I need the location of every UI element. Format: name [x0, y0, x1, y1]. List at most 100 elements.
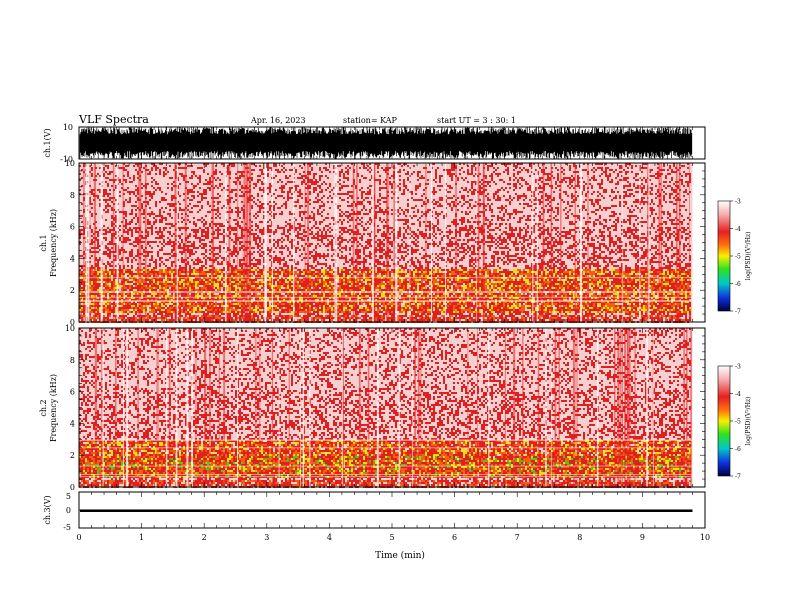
ch3-waveform-trace: [80, 509, 693, 512]
frequency-tick-label: 8: [70, 356, 75, 365]
ch1-spectrogram-ylabel: ch.1: [39, 234, 48, 251]
spectrogram-band-orange: [79, 440, 691, 488]
spectrogram-streak: [264, 163, 267, 322]
spectrogram-streak: [204, 328, 207, 487]
spectrogram-streak: [83, 163, 85, 322]
spectrogram-streak: [342, 328, 344, 487]
spectrogram-streak: [223, 328, 226, 487]
spectrogram-streak: [304, 163, 306, 322]
spectrogram-streak: [690, 328, 692, 487]
spectrogram-streak: [409, 163, 411, 322]
time-tick-label: 5: [389, 533, 394, 542]
ch1-frequency-ylabel: Frequency (kHz): [49, 209, 58, 277]
spectrogram-streak: [628, 328, 631, 487]
spectrogram-streak: [532, 163, 534, 322]
spectrogram-streak: [367, 328, 370, 487]
spectrogram-streak: [211, 163, 214, 322]
ch3-ytick-top: 5: [66, 492, 71, 501]
spectrogram-streak: [102, 328, 104, 487]
time-tick-label: 10: [700, 533, 710, 542]
frequency-tick-label: 4: [70, 254, 75, 263]
spectrogram-streak: [144, 163, 147, 322]
spectrogram-streak: [224, 163, 227, 322]
ch3-ytick-mid: 0: [66, 506, 71, 515]
spectrogram-streak: [356, 163, 358, 322]
ch2-colorbar-ticks: -3 -4 -5 -6 -7: [730, 364, 741, 481]
spectrogram-streak: [209, 328, 211, 487]
spectrogram-streak: [302, 328, 305, 487]
colorbar-tick-label: -4: [735, 391, 741, 398]
spectrogram-band-green: [79, 456, 691, 478]
spectrogram-streak: [393, 163, 395, 322]
spectrogram-streak: [218, 328, 220, 487]
ch3-ytick-bottom: -5: [63, 523, 71, 532]
ch1-spectrogram-ticks: 0 2 4 6 8 10: [65, 159, 706, 327]
ch1-waveform-ylabel: ch.1(V): [43, 128, 52, 157]
spectrogram-streak: [398, 328, 400, 487]
spectrogram-streak: [237, 163, 239, 322]
spectrogram-streak: [614, 328, 616, 487]
spectrogram-streak: [386, 163, 389, 322]
spectrogram-line: [79, 439, 693, 441]
spectrogram-streak: [620, 328, 622, 487]
ch1-spectrogram-image: [79, 163, 693, 323]
spectrogram-streak: [271, 328, 274, 487]
spectrogram-streak: [634, 328, 636, 487]
spectrogram-streak: [126, 328, 129, 487]
spectrogram-streak: [467, 328, 469, 487]
spectrogram-streak: [596, 328, 599, 487]
spectrogram-streak: [87, 163, 90, 322]
spectrogram-streak: [123, 328, 124, 487]
spectrogram-streak: [624, 328, 626, 487]
frequency-tick-label: 4: [70, 419, 75, 428]
spectrogram-streak: [455, 163, 457, 322]
spectrogram-streak: [579, 163, 583, 322]
spectrogram-streak: [156, 328, 158, 487]
spectrogram-streak: [537, 328, 540, 487]
frequency-tick-label: 2: [70, 286, 75, 295]
ch1-waveform-ticks: [78, 126, 706, 160]
ch1-waveform-trace: [79, 127, 693, 159]
spectrogram-line: [79, 277, 693, 279]
spectrogram-streak: [560, 163, 562, 322]
ch3-waveform-ylabel: ch.3(V): [43, 495, 52, 524]
ch3-waveform-panel: 0 1 2 3 4 5 6 7 8 9 10 5 0 -5 ch.3(V) Time (min): [43, 491, 710, 561]
time-tick-label: 9: [640, 533, 645, 542]
spectrogram-streak: [292, 163, 295, 322]
spectrogram-streak: [617, 328, 620, 487]
ch2-spectrogram-ticks: 0 2 4 6 8 10: [65, 324, 706, 492]
spectrogram-streak: [166, 328, 168, 487]
spectrogram-streak: [352, 163, 355, 322]
frequency-tick-label: 10: [65, 324, 75, 333]
ch1-colorbar-ticks: -3 -4 -5 -6 -7: [730, 199, 741, 316]
time-tick-label: 2: [202, 533, 207, 542]
spectrogram-streak: [522, 328, 524, 487]
ch2-colorbar-label: log(PSD)(V²/Hz): [745, 397, 752, 446]
spectrogram-streak: [576, 328, 578, 487]
spectrogram-streak: [686, 328, 688, 487]
ch1-trace-path: [79, 127, 693, 159]
spectrogram-streak: [551, 328, 553, 487]
spectrogram-streak: [574, 163, 576, 322]
spectrogram-streak: [140, 163, 142, 322]
time-tick-label: 7: [515, 533, 520, 542]
spectrogram-streak: [425, 163, 427, 322]
spectrogram-streak: [195, 328, 197, 487]
spectrogram-streak: [168, 328, 171, 487]
ch1-ytick-top: 10: [63, 123, 73, 132]
spectrogram-band-yellow: [79, 269, 691, 313]
spectrogram-streak: [621, 328, 623, 487]
colorbar-tick-label: -6: [735, 446, 741, 453]
colorbar-tick-label: -5: [735, 254, 741, 261]
time-tick-label: 4: [327, 533, 332, 542]
spectrogram-streak: [300, 328, 301, 487]
start-time-label: start UT = 3 : 30: 1: [437, 116, 516, 125]
spectrogram-streak: [115, 328, 117, 487]
spectrogram-line: [79, 476, 693, 478]
frequency-tick-label: 0: [70, 483, 75, 492]
frequency-tick-label: 0: [70, 318, 75, 327]
spectrogram-streak: [248, 163, 251, 322]
frequency-tick-label: 6: [70, 223, 75, 232]
spectrogram-streak: [101, 328, 103, 487]
spectrogram-streak: [683, 328, 685, 487]
